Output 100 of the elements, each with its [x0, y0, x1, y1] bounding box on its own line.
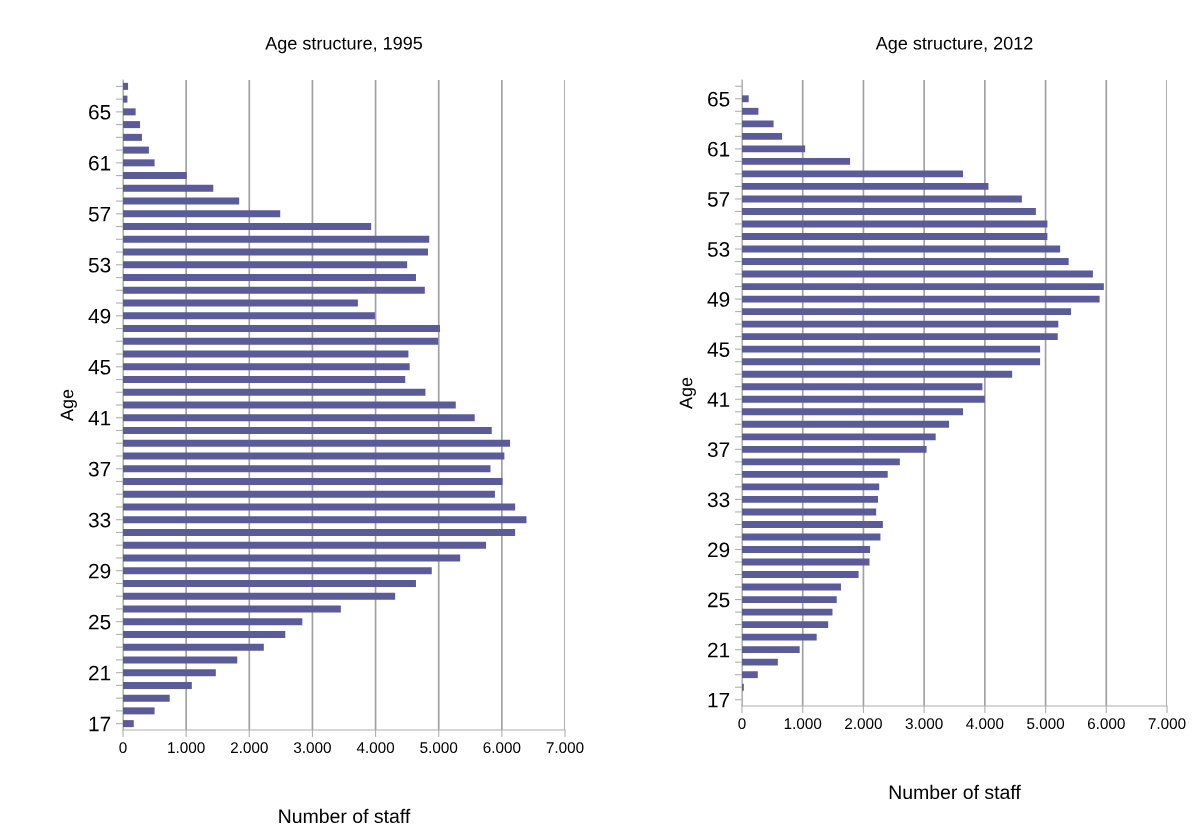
bar	[742, 132, 783, 140]
y-tick-label: 21	[708, 642, 730, 658]
bar	[123, 350, 409, 358]
bar	[742, 258, 1069, 265]
y-tick-label: 29	[708, 542, 730, 558]
bar	[123, 720, 134, 728]
y-tick-label: 33	[88, 512, 111, 528]
chart-title: Age structure, 1995	[265, 36, 423, 54]
x-tick-label: 6.000	[1087, 718, 1125, 730]
bar	[742, 546, 871, 553]
bar	[742, 195, 1022, 203]
bar	[123, 337, 439, 345]
y-tick-label: 57	[88, 207, 111, 222]
x-tick-label: 7.000	[546, 742, 584, 754]
bar	[742, 358, 1041, 366]
bar	[742, 571, 859, 578]
bar	[742, 345, 1041, 353]
x-tick-label: 3.000	[905, 718, 943, 730]
bar	[742, 508, 877, 516]
chart-title: Age structure, 2012	[875, 36, 1033, 54]
bar	[123, 108, 136, 116]
x-tick-label: 1.000	[784, 718, 822, 730]
bar	[123, 235, 430, 243]
bar	[123, 656, 238, 664]
bar	[742, 596, 837, 604]
y-tick-label: 37	[88, 461, 111, 477]
bar	[742, 458, 900, 466]
x-tick-label: 5.000	[420, 742, 458, 754]
y-axis-title: Age	[60, 389, 77, 422]
bar	[742, 270, 1093, 278]
bar	[123, 286, 425, 294]
y-tick-label: 37	[707, 442, 730, 458]
y-tick-label: 45	[88, 359, 111, 375]
bar	[123, 210, 281, 218]
bar	[123, 592, 396, 600]
y-tick-label: 49	[707, 292, 730, 307]
bar	[123, 95, 128, 103]
y-tick-label: 41	[88, 410, 111, 426]
bar	[123, 121, 141, 129]
bar	[123, 452, 505, 460]
bar	[742, 333, 1058, 341]
bar	[742, 320, 1059, 328]
bar	[742, 470, 888, 478]
bar	[742, 583, 841, 591]
x-axis-title: Number of staff	[889, 784, 1021, 800]
bar	[742, 658, 778, 666]
y-tick-label: 53	[707, 242, 730, 257]
bar	[123, 618, 303, 626]
y-tick-label: 61	[708, 141, 730, 157]
bar	[123, 363, 410, 371]
bar	[123, 490, 495, 498]
x-tick-label: 5.000	[1027, 718, 1065, 730]
bar	[742, 633, 817, 641]
bar	[123, 376, 406, 384]
bar	[123, 567, 432, 575]
bar	[123, 477, 503, 485]
bar	[742, 608, 833, 616]
bar	[742, 182, 989, 190]
bar	[123, 274, 416, 282]
x-tick-label: 3.000	[293, 742, 331, 754]
bar	[742, 420, 950, 428]
x-tick-label: 7.000	[1148, 718, 1186, 730]
bar	[123, 312, 375, 320]
x-tick-label: 0	[738, 718, 746, 730]
bar	[123, 414, 475, 422]
x-tick-label: 1.000	[168, 742, 205, 754]
bar	[123, 388, 426, 396]
bar	[123, 401, 456, 409]
bar	[123, 630, 286, 638]
y-tick-label: 65	[89, 104, 111, 120]
y-tick-label: 61	[89, 155, 111, 171]
x-tick-label: 2.000	[845, 718, 882, 730]
y-tick-label: 17	[708, 692, 730, 708]
bar	[123, 681, 192, 689]
bar	[742, 370, 1013, 378]
bar	[742, 233, 1048, 240]
bar	[742, 483, 880, 491]
x-axis-title: Number of staff	[279, 808, 411, 824]
bar	[742, 621, 829, 629]
bar	[742, 157, 851, 165]
x-tick-label: 0	[119, 742, 127, 754]
bar	[123, 579, 416, 587]
bar	[123, 146, 149, 154]
y-tick-label: 49	[88, 308, 111, 324]
x-tick-label: 2.000	[230, 742, 268, 754]
bar	[123, 605, 341, 613]
y-tick-label: 41	[707, 392, 730, 407]
bar	[742, 170, 963, 178]
y-tick-label: 29	[89, 563, 111, 579]
bar	[742, 208, 1036, 215]
bar	[742, 408, 963, 416]
bar	[123, 541, 487, 549]
bar	[742, 145, 806, 153]
bar	[742, 95, 749, 103]
bar	[742, 395, 985, 403]
bar	[123, 503, 516, 511]
bar	[123, 133, 142, 141]
y-tick-label: 17	[89, 716, 111, 732]
bar	[742, 671, 758, 679]
bar	[742, 308, 1072, 316]
